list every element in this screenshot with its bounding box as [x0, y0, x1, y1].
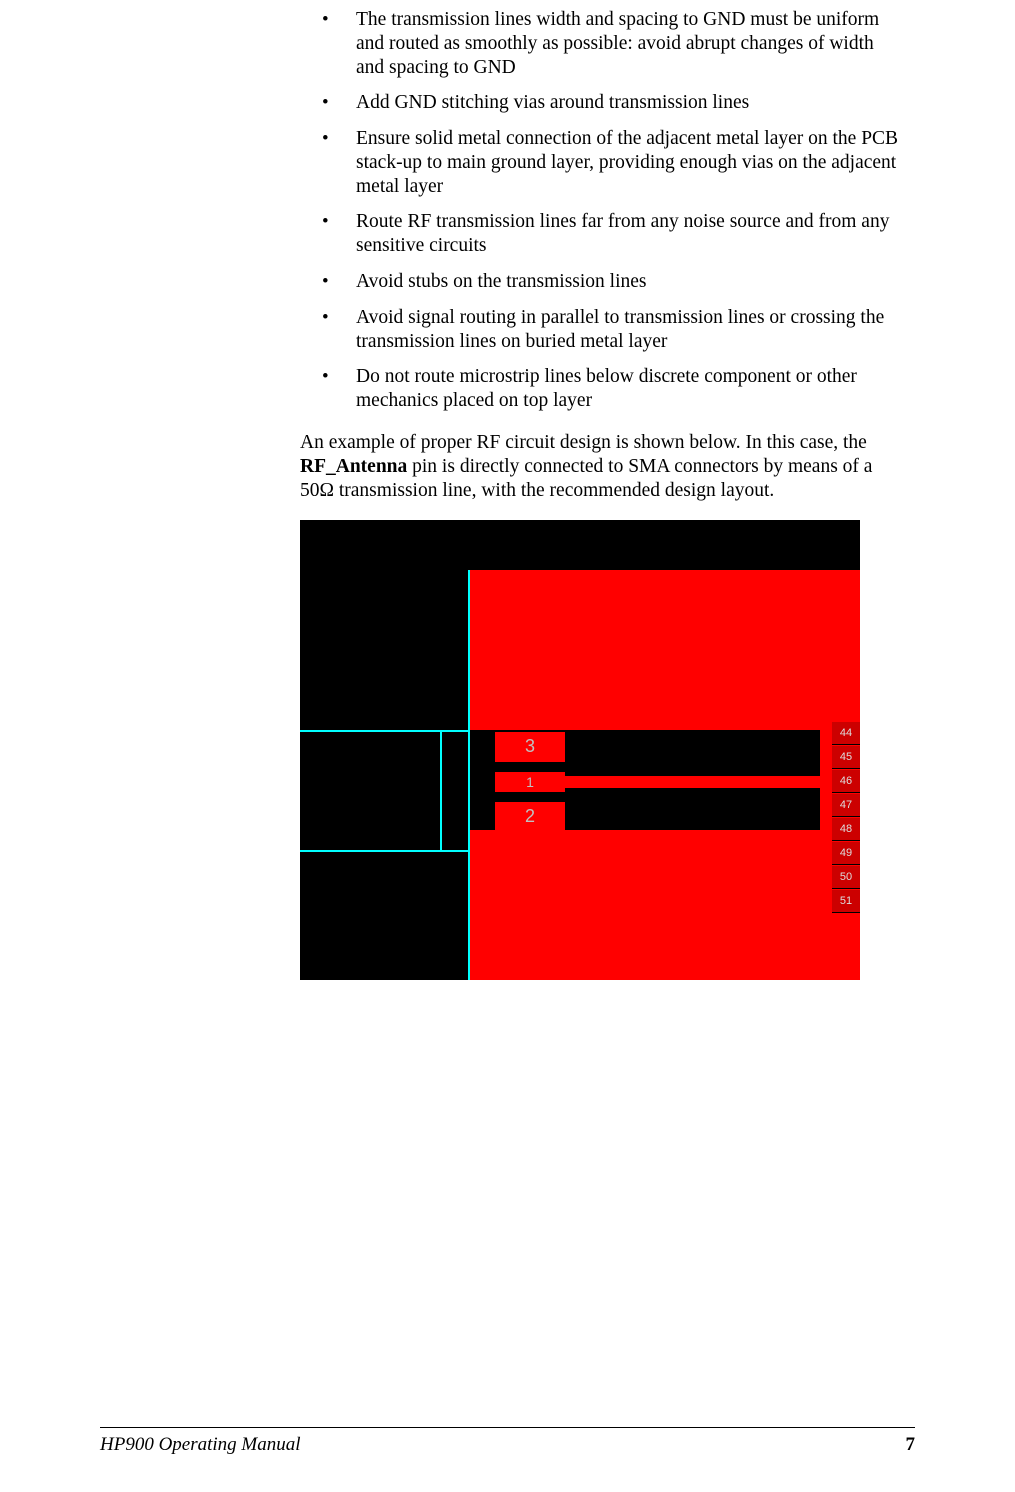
bullet-item: Avoid signal routing in parallel to tran… — [300, 306, 900, 354]
pad-label: 1 — [526, 774, 534, 791]
pin: 50 — [832, 866, 860, 889]
pin: 44 — [832, 722, 860, 745]
page: The transmission lines width and spacing… — [0, 0, 1015, 1492]
pin-label: 44 — [840, 727, 852, 740]
pin: 48 — [832, 818, 860, 841]
bullet-text: Avoid signal routing in parallel to tran… — [356, 307, 884, 352]
pad-1: 1 — [495, 772, 565, 792]
content-column: The transmission lines width and spacing… — [300, 0, 900, 980]
bullet-text: Do not route microstrip lines below disc… — [356, 366, 857, 411]
pin-label: 45 — [840, 751, 852, 764]
outline — [300, 850, 470, 852]
bullet-item: Add GND stitching vias around transmissi… — [300, 91, 900, 115]
pin-label: 50 — [840, 871, 852, 884]
copper-pour — [470, 570, 860, 730]
pin-label: 46 — [840, 775, 852, 788]
footer-title: HP900 Operating Manual — [100, 1434, 301, 1456]
transmission-line — [560, 776, 820, 788]
bullet-text: The transmission lines width and spacing… — [356, 9, 879, 78]
pin: 51 — [832, 890, 860, 913]
para-bold: RF_Antenna — [300, 456, 407, 477]
pin-label: 49 — [840, 847, 852, 860]
copper-pour — [470, 830, 860, 980]
pin: 47 — [832, 794, 860, 817]
para-pre: An example of proper RF circuit design i… — [300, 432, 867, 453]
bullet-list: The transmission lines width and spacing… — [300, 8, 900, 413]
bullet-item: Route RF transmission lines far from any… — [300, 210, 900, 258]
pcb-figure: 3 1 2 44 45 46 47 48 49 50 51 — [300, 520, 860, 980]
footer: HP900 Operating Manual 7 — [100, 1427, 915, 1456]
outline — [440, 730, 442, 852]
bullet-text: Route RF transmission lines far from any… — [356, 211, 889, 256]
pin-label: 48 — [840, 823, 852, 836]
pin: 49 — [832, 842, 860, 865]
pad-label: 2 — [525, 806, 535, 828]
pin: 45 — [832, 746, 860, 769]
bullet-text: Avoid stubs on the transmission lines — [356, 271, 647, 292]
pin: 46 — [832, 770, 860, 793]
pad-2: 2 — [495, 802, 565, 832]
pin-label: 47 — [840, 799, 852, 812]
outline — [300, 730, 470, 732]
paragraph: An example of proper RF circuit design i… — [300, 431, 900, 502]
bullet-item: Ensure solid metal connection of the adj… — [300, 127, 900, 198]
bullet-item: The transmission lines width and spacing… — [300, 8, 900, 79]
pad-label: 3 — [525, 736, 535, 758]
bullet-text: Add GND stitching vias around transmissi… — [356, 92, 749, 113]
outline — [468, 570, 470, 980]
footer-page-number: 7 — [906, 1434, 916, 1456]
bullet-item: Avoid stubs on the transmission lines — [300, 270, 900, 294]
bullet-item: Do not route microstrip lines below disc… — [300, 365, 900, 413]
pad-3: 3 — [495, 732, 565, 762]
bullet-text: Ensure solid metal connection of the adj… — [356, 128, 898, 197]
pin-label: 51 — [840, 895, 852, 908]
